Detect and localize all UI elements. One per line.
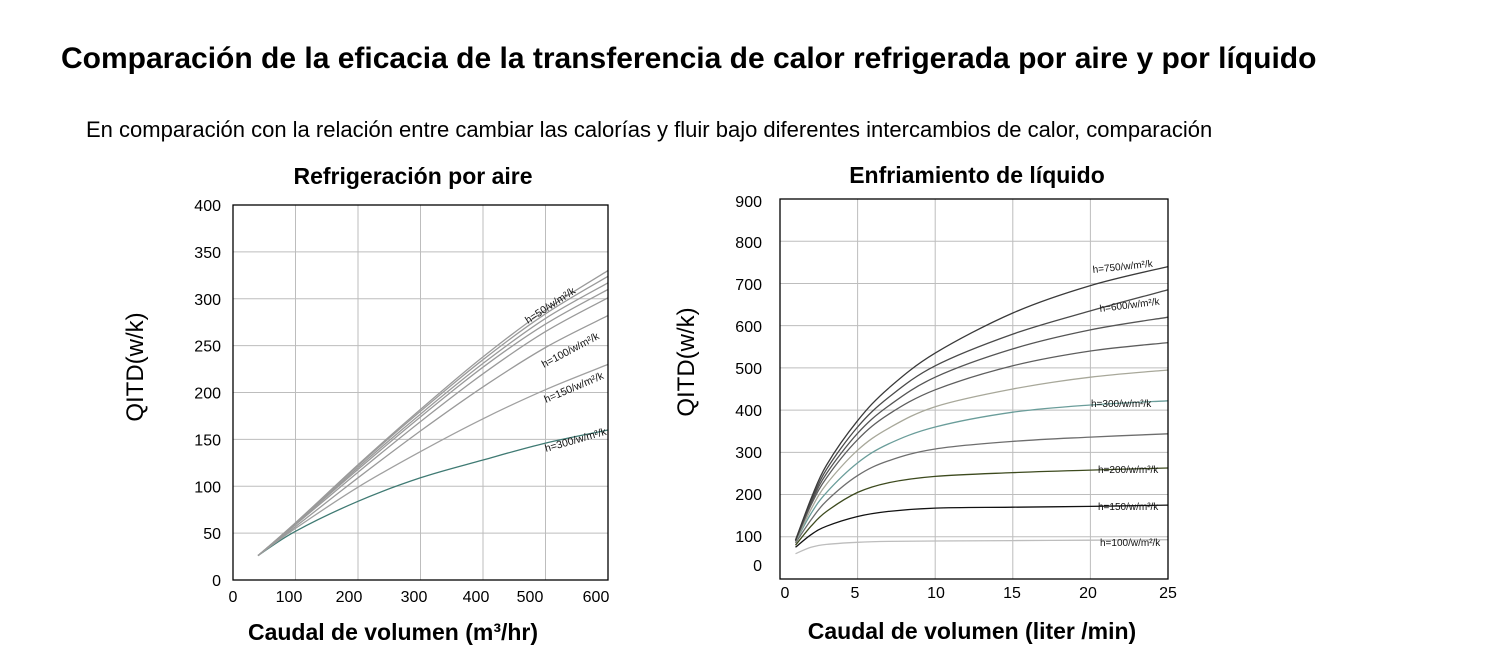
- air-x-tick-label: 200: [336, 589, 363, 606]
- liquid-series-line-2: [795, 467, 1169, 546]
- liquid-x-tick-label: 10: [927, 585, 945, 602]
- liquid-series-line-6: [794, 341, 1169, 542]
- air-x-axis-label: Caudal de volumen (m³/hr): [248, 619, 538, 645]
- liquid-series-line-4: [794, 400, 1169, 543]
- air-series-line-0: [257, 429, 609, 557]
- liquid-x-axis-label: Caudal de volumen (liter /min): [808, 618, 1136, 644]
- liquid-curve-label: h=750/w/m²/k: [1092, 259, 1154, 276]
- air-chart-title: Refrigeración por aire: [293, 163, 532, 189]
- air-y-tick-label: 350: [194, 245, 221, 262]
- page-subtitle: En comparación con la relación entre cam…: [86, 117, 1213, 142]
- liquid-curve-label: h=600/w/m²/k: [1099, 297, 1161, 315]
- liquid-chart-title: Enfriamiento de líquido: [849, 162, 1105, 188]
- air-series-line-3: [257, 297, 609, 557]
- air-x-tick-label: 0: [229, 589, 238, 606]
- air-y-tick-label: 300: [194, 292, 221, 309]
- liquid-series-line-5: [794, 369, 1169, 543]
- liquid-series-line-0: [795, 539, 1169, 555]
- air-series-line-7: [257, 270, 609, 557]
- air-y-tick-label: 100: [194, 479, 221, 496]
- air-series-line-2: [257, 315, 609, 557]
- liquid-x-tick-label: 20: [1079, 585, 1097, 602]
- liquid-curve-label: h=150/w/m²/k: [1098, 502, 1159, 513]
- liquid-y-tick-label: 400: [735, 403, 762, 420]
- air-y-tick-label: 0: [212, 573, 221, 590]
- liquid-x-tick-label: 25: [1159, 585, 1177, 602]
- liquid-series-line-9: [794, 265, 1169, 541]
- air-series-line-1: [257, 363, 609, 557]
- air-y-tick-label: 150: [194, 432, 221, 449]
- liquid-x-tick-label: 15: [1003, 585, 1021, 602]
- liquid-x-tick-label: 5: [851, 585, 860, 602]
- liquid-y-tick-label: 200: [735, 487, 762, 504]
- liquid-series-line-7: [794, 316, 1169, 542]
- air-x-tick-label: 300: [401, 589, 428, 606]
- liquid-y-tick-label: 800: [735, 235, 762, 252]
- liquid-y-tick-label: 900: [735, 194, 762, 211]
- air-y-tick-label: 400: [194, 198, 221, 215]
- liquid-y-axis-label: QITD(w/k): [673, 307, 700, 416]
- air-series-line-5: [257, 282, 609, 557]
- air-y-axis-label: QITD(w/k): [122, 312, 149, 421]
- liquid-curve-label: h=100/w/m²/k: [1100, 538, 1161, 549]
- liquid-y-tick-label: 0: [753, 558, 762, 575]
- liquid-y-tick-label: 600: [735, 319, 762, 336]
- air-x-tick-label: 100: [276, 589, 303, 606]
- liquid-y-tick-label: 500: [735, 361, 762, 378]
- liquid-curve-label: h=200/w/m²/k: [1098, 465, 1159, 476]
- air-x-tick-label: 600: [583, 589, 610, 606]
- liquid-x-tick-label: 0: [781, 585, 790, 602]
- liquid-plot-frame: [779, 198, 1169, 580]
- air-plot-frame: [232, 204, 609, 581]
- liquid-series-line-8: [794, 289, 1169, 541]
- air-y-tick-label: 200: [194, 386, 221, 403]
- air-y-tick-label: 250: [194, 339, 221, 356]
- liquid-series-line-3: [794, 433, 1169, 544]
- liquid-y-tick-label: 700: [735, 277, 762, 294]
- page-title: Comparación de la eficacia de la transfe…: [61, 42, 1317, 75]
- liquid-y-tick-label: 300: [735, 445, 762, 462]
- air-x-tick-label: 500: [517, 589, 544, 606]
- liquid-series-line-1: [795, 504, 1169, 548]
- liquid-y-tick-label: 100: [735, 529, 762, 546]
- air-x-tick-label: 400: [463, 589, 490, 606]
- air-y-tick-label: 50: [203, 526, 221, 543]
- liquid-curve-label: h=300/w/m²/k: [1091, 399, 1152, 410]
